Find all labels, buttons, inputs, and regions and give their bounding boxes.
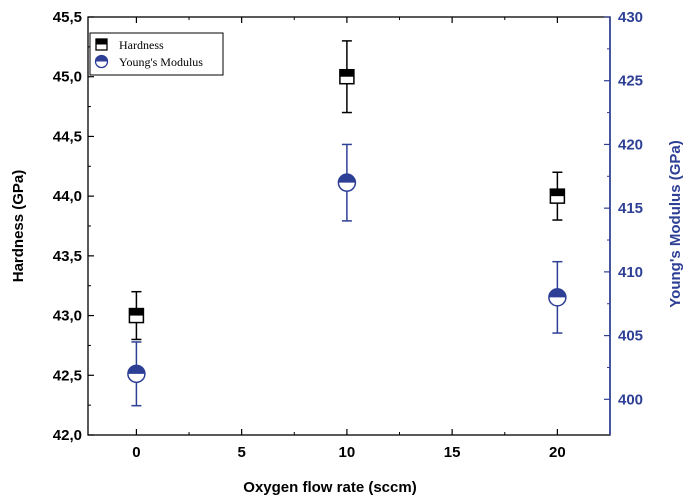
marker-square-fill (129, 308, 144, 316)
left-y-tick-label: 45,0 (53, 69, 82, 86)
legend-hardness-marker (95, 38, 108, 51)
marker-circle-fill (548, 288, 566, 298)
left-y-tick-label: 42,5 (53, 367, 82, 384)
marker-square-fill (339, 69, 354, 77)
right-y-tick-label: 420 (618, 136, 643, 153)
x-tick-label: 20 (549, 444, 566, 461)
right-y-tick-label: 415 (618, 200, 643, 217)
left-y-tick-label: 43,5 (53, 248, 82, 265)
x-tick-label: 10 (339, 444, 356, 461)
marker-square-fill (550, 189, 565, 197)
left-y-tick-label: 43,0 (53, 308, 82, 325)
legend: Hardness Young's Modulus (89, 32, 224, 76)
right-y-tick-label: 405 (618, 328, 643, 345)
left-y-axis-title: Hardness (GPa) (10, 170, 27, 283)
x-tick-label: 5 (237, 444, 245, 461)
youngs-modulus-point (548, 260, 567, 334)
x-tick-label: 0 (132, 444, 140, 461)
right-y-axis-title: Young's Modulus (GPa) (667, 140, 684, 307)
left-y-tick-label: 44,0 (53, 188, 82, 205)
hardness-point (549, 171, 566, 221)
left-y-tick-label: 45,5 (53, 9, 82, 26)
left-y-tick-label: 42,0 (53, 427, 82, 444)
hardness-point (128, 290, 145, 341)
hardness-point (339, 40, 355, 114)
legend-youngs-modulus-marker (94, 54, 109, 69)
youngs-modulus-point (337, 143, 357, 222)
legend-youngs-modulus-label: Young's Modulus (119, 55, 203, 69)
left-y-tick-label: 44,5 (53, 128, 82, 145)
series-layer (127, 40, 567, 407)
x-axis-title: Oxygen flow rate (sccm) (243, 479, 416, 496)
legend-hardness-label: Hardness (119, 38, 164, 52)
right-y-tick-label: 425 (618, 73, 643, 90)
youngs-modulus-point (127, 341, 146, 407)
marker-circle-fill (338, 174, 356, 183)
x-axis-ticks: 0 5 10 15 20 (132, 17, 566, 461)
right-y-tick-label: 400 (618, 391, 643, 408)
legend-box (89, 32, 224, 76)
right-y-tick-label: 410 (618, 264, 643, 281)
x-tick-label: 15 (444, 444, 461, 461)
right-y-axis-ticks: 400 405 410 415 420 425 430 (604, 9, 643, 408)
right-y-tick-label: 430 (618, 9, 643, 26)
left-y-axis-ticks: 42,0 42,5 43,0 43,5 44,0 44,5 45,0 45,5 (53, 9, 94, 444)
marker-circle-fill (127, 365, 145, 374)
